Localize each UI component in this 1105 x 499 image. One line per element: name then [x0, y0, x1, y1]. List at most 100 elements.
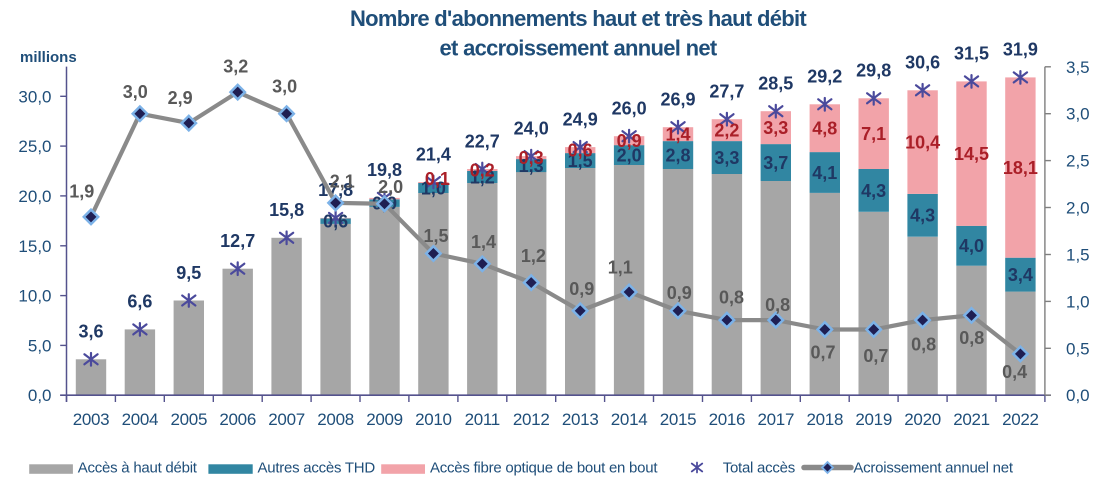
svg-text:Accès fibre optique de bout en: Accès fibre optique de bout en bout [430, 459, 658, 476]
svg-text:3,3: 3,3 [763, 118, 788, 138]
svg-text:2008: 2008 [317, 410, 354, 429]
svg-text:Accès à haut débit: Accès à haut débit [78, 459, 198, 476]
svg-text:10,4: 10,4 [905, 132, 940, 152]
svg-text:0,9: 0,9 [667, 283, 692, 303]
svg-text:2011: 2011 [465, 410, 500, 429]
svg-text:15,0: 15,0 [18, 237, 51, 256]
svg-text:1,2: 1,2 [521, 246, 546, 266]
svg-text:2,0: 2,0 [617, 145, 642, 165]
svg-text:3,6: 3,6 [78, 322, 103, 342]
svg-text:2,8: 2,8 [665, 145, 690, 165]
svg-text:15,8: 15,8 [269, 200, 304, 220]
svg-text:31,9: 31,9 [1003, 40, 1038, 60]
svg-text:et accroissement annuel net: et accroissement annuel net [440, 36, 718, 61]
svg-text:3,0: 3,0 [272, 77, 297, 97]
svg-text:0,0: 0,0 [1066, 386, 1090, 405]
svg-text:25,0: 25,0 [18, 137, 51, 156]
svg-text:2017: 2017 [757, 410, 794, 429]
svg-text:1,4: 1,4 [665, 125, 690, 145]
svg-text:2013: 2013 [562, 410, 599, 429]
svg-text:2010: 2010 [415, 410, 452, 429]
svg-text:0,9: 0,9 [617, 131, 642, 151]
svg-text:28,5: 28,5 [758, 74, 793, 94]
svg-text:1,5: 1,5 [1066, 246, 1090, 265]
svg-text:millions: millions [20, 49, 77, 66]
svg-text:10,0: 10,0 [18, 287, 51, 306]
svg-text:31,5: 31,5 [954, 44, 989, 64]
svg-text:27,7: 27,7 [709, 82, 744, 102]
svg-text:2014: 2014 [611, 410, 648, 429]
svg-text:0,2: 0,2 [470, 160, 495, 180]
svg-text:0,7: 0,7 [810, 342, 835, 362]
svg-text:0,6: 0,6 [323, 211, 348, 231]
svg-text:24,9: 24,9 [563, 109, 598, 129]
svg-text:0,8: 0,8 [719, 288, 744, 308]
svg-text:6,6: 6,6 [127, 292, 152, 312]
svg-text:2,1: 2,1 [330, 171, 355, 191]
svg-text:0,5: 0,5 [1066, 339, 1090, 358]
svg-text:4,1: 4,1 [812, 163, 837, 183]
svg-text:Nombre d'abonnements haut et t: Nombre d'abonnements haut et très haut d… [350, 6, 807, 31]
svg-text:0,4: 0,4 [1002, 362, 1027, 382]
svg-text:2009: 2009 [366, 410, 403, 429]
svg-text:2015: 2015 [660, 410, 697, 429]
svg-text:0,0: 0,0 [28, 386, 52, 405]
svg-text:4,3: 4,3 [910, 206, 935, 226]
svg-text:Autres accès THD: Autres accès THD [258, 459, 376, 476]
svg-text:4,8: 4,8 [812, 119, 837, 139]
svg-text:2007: 2007 [268, 410, 305, 429]
svg-text:7,1: 7,1 [861, 124, 886, 144]
svg-text:0,8: 0,8 [959, 328, 984, 348]
svg-text:0,1: 0,1 [425, 169, 450, 189]
svg-text:0,7: 0,7 [863, 346, 888, 366]
svg-text:1,3: 1,3 [519, 156, 544, 176]
svg-text:0,6: 0,6 [568, 140, 593, 160]
svg-text:1,0: 1,0 [1066, 292, 1090, 311]
svg-text:21,4: 21,4 [416, 144, 451, 164]
svg-text:2012: 2012 [513, 410, 550, 429]
svg-text:5,0: 5,0 [28, 336, 52, 355]
svg-text:30,6: 30,6 [905, 53, 940, 73]
svg-text:2006: 2006 [219, 410, 256, 429]
svg-text:24,0: 24,0 [514, 118, 549, 138]
svg-text:3,3: 3,3 [714, 148, 739, 168]
svg-text:29,8: 29,8 [856, 61, 891, 81]
svg-text:0,3: 0,3 [519, 148, 544, 168]
svg-text:26,0: 26,0 [612, 99, 647, 119]
svg-text:22,7: 22,7 [465, 131, 500, 151]
svg-text:4,0: 4,0 [959, 236, 984, 256]
svg-text:1,5: 1,5 [423, 226, 448, 246]
svg-text:20,0: 20,0 [18, 187, 51, 206]
svg-text:0,8: 0,8 [765, 295, 790, 315]
svg-text:3,7: 3,7 [763, 153, 788, 173]
svg-text:0,9: 0,9 [569, 279, 594, 299]
svg-text:Acroissement annuel net: Acroissement annuel net [853, 459, 1013, 476]
svg-text:3,2: 3,2 [223, 57, 248, 77]
svg-text:2018: 2018 [806, 410, 843, 429]
svg-text:2020: 2020 [904, 410, 941, 429]
svg-text:1,5: 1,5 [568, 151, 593, 171]
svg-text:2021: 2021 [953, 410, 990, 429]
svg-text:12,7: 12,7 [220, 231, 255, 251]
svg-text:1,4: 1,4 [471, 232, 496, 252]
svg-text:2004: 2004 [122, 410, 159, 429]
svg-text:2003: 2003 [73, 410, 110, 429]
svg-text:1,2: 1,2 [470, 167, 495, 187]
svg-text:1,1: 1,1 [608, 258, 633, 278]
svg-text:30,0: 30,0 [18, 87, 51, 106]
svg-text:14,5: 14,5 [954, 144, 989, 164]
svg-text:3,0: 3,0 [123, 82, 148, 102]
svg-text:2,9: 2,9 [168, 88, 193, 108]
svg-text:2016: 2016 [709, 410, 746, 429]
svg-text:4,3: 4,3 [861, 181, 886, 201]
svg-text:19,8: 19,8 [367, 160, 402, 180]
svg-text:3,5: 3,5 [1066, 58, 1090, 77]
svg-text:3,4: 3,4 [1008, 265, 1033, 285]
svg-text:2019: 2019 [855, 410, 892, 429]
svg-text:18,1: 18,1 [1003, 158, 1038, 178]
svg-text:2,0: 2,0 [378, 177, 403, 197]
svg-text:2,2: 2,2 [714, 121, 739, 141]
svg-text:29,2: 29,2 [807, 67, 842, 87]
svg-text:2005: 2005 [170, 410, 207, 429]
svg-text:0,8: 0,8 [911, 334, 936, 354]
